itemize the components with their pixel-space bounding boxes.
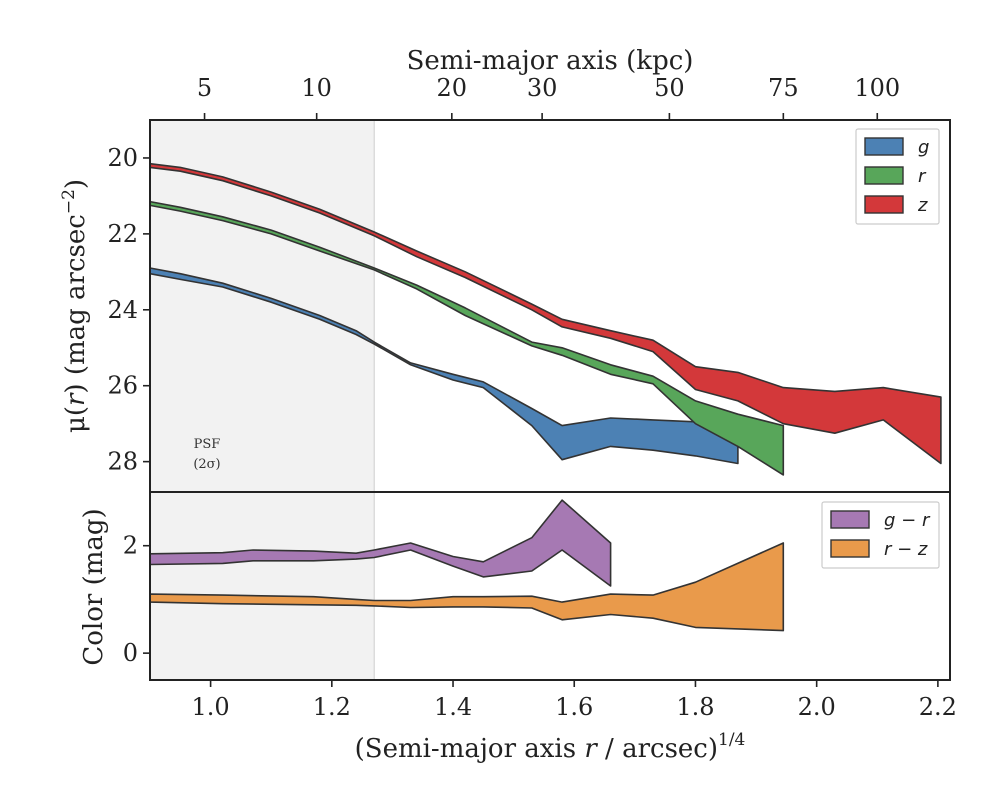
legend-swatch-g xyxy=(864,137,904,156)
legend-layer: grz g − r r − z xyxy=(821,128,940,569)
upper-y-tick-label: 26 xyxy=(107,372,138,400)
top-x-tick-label: 5 xyxy=(197,74,212,102)
legend-label-z: z xyxy=(917,195,928,216)
upper-y-tick-label: 22 xyxy=(107,220,138,248)
upper-y-tick-label: 28 xyxy=(107,448,138,476)
bottom-x-tick-label: 1.4 xyxy=(434,693,472,721)
psf-label-line1: PSF xyxy=(194,437,221,452)
lower-y-tick-label: 0 xyxy=(123,639,138,667)
legend-swatch-gr xyxy=(830,510,870,529)
bottom-x-tick-label: 1.2 xyxy=(313,693,351,721)
upper-y-tick-label: 24 xyxy=(107,296,138,324)
upper-y-axis-title: μ(r) (mag arcsec−2) xyxy=(59,179,91,433)
series-layer xyxy=(149,162,942,632)
top-x-tick-label: 20 xyxy=(437,74,468,102)
series-band-g-r xyxy=(149,499,612,587)
bottom-x-tick-label: 2.0 xyxy=(798,693,836,721)
top-x-tick-label: 10 xyxy=(301,74,332,102)
top-x-tick-label: 30 xyxy=(527,74,558,102)
series-band-r-z xyxy=(149,542,785,632)
ticks-layer: 20 22 24 26 28 5 10 20 30 50 75 100 0 2 1.0 1.2 1.4 1.6 1.… xyxy=(107,74,957,721)
bottom-x-tick-label: 2.2 xyxy=(919,693,957,721)
series-band-g xyxy=(149,267,739,465)
lower-panel-frame xyxy=(149,491,951,681)
bottom-x-tick-label: 1.6 xyxy=(555,693,593,721)
axes-layer xyxy=(149,119,951,681)
lower-y-axis-title: Color (mag) xyxy=(79,508,109,665)
legend-swatch-z xyxy=(864,195,904,214)
upper-y-tick-label: 20 xyxy=(107,144,138,172)
lower-y-tick-label: 2 xyxy=(123,532,138,560)
top-x-tick-label: 100 xyxy=(854,74,900,102)
bottom-x-axis-title: (Semi-major axis r / arcsec)1/4 xyxy=(355,730,746,764)
legend-label-rz: r − z xyxy=(884,539,928,560)
legend-label-g: g xyxy=(918,137,929,158)
top-x-tick-label: 50 xyxy=(654,74,685,102)
top-x-axis-title: Semi-major axis (kpc) xyxy=(407,46,694,76)
series-band-r xyxy=(149,200,785,476)
legend-swatch-rz xyxy=(830,539,870,558)
legend-swatch-r xyxy=(864,166,904,185)
bottom-x-tick-label: 1.8 xyxy=(676,693,714,721)
legend-label-gr: g − r xyxy=(884,510,931,531)
psf-label-line2: (2σ) xyxy=(193,457,220,472)
bottom-x-tick-label: 1.0 xyxy=(192,693,230,721)
series-band-z xyxy=(149,162,942,465)
legend-label-r: r xyxy=(918,166,927,187)
top-x-tick-label: 75 xyxy=(768,74,799,102)
